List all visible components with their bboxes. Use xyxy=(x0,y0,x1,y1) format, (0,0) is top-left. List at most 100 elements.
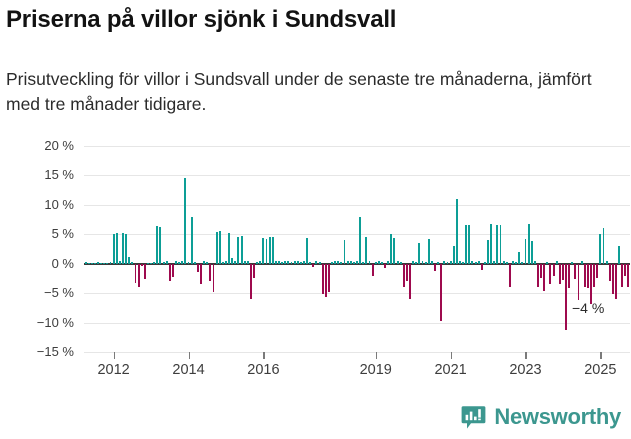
chart-bar xyxy=(427,239,430,264)
chart-bar xyxy=(125,234,128,264)
chart-bar xyxy=(452,246,455,264)
gridline xyxy=(84,322,630,324)
chart-bar xyxy=(477,261,480,264)
chart-bar xyxy=(224,261,227,264)
chart-bar xyxy=(627,263,630,288)
chart-bar xyxy=(605,261,608,264)
chart-bar xyxy=(234,260,237,264)
chart-bar xyxy=(321,263,324,295)
chart-bar xyxy=(446,261,449,264)
chart-bar xyxy=(109,261,112,264)
chart-bar xyxy=(580,261,583,264)
chart-bar xyxy=(565,263,567,330)
chart-bar xyxy=(190,216,193,264)
chart-bar xyxy=(340,261,343,264)
chart-bar xyxy=(137,263,140,288)
chart-bar xyxy=(596,263,599,278)
chart-bar xyxy=(262,238,265,264)
chart-bar xyxy=(349,261,352,264)
chart-bar xyxy=(259,261,262,264)
zero-axis-line xyxy=(84,262,630,265)
gridline xyxy=(84,204,630,206)
chart-bar xyxy=(412,261,415,264)
chart-bar xyxy=(302,261,305,264)
chart-bar xyxy=(306,237,309,264)
x-axis-tick-label: 2016 xyxy=(247,362,280,378)
chart-bar xyxy=(156,226,159,264)
chart-bar xyxy=(418,243,421,264)
chart-bar xyxy=(299,261,302,264)
chart-bar xyxy=(181,261,184,264)
chart-bar xyxy=(611,263,614,295)
chart-bar xyxy=(561,263,564,281)
chart-bar xyxy=(165,261,168,264)
chart-bar xyxy=(568,263,571,289)
chart-bar xyxy=(200,263,202,285)
x-axis-tick xyxy=(113,352,116,359)
chart-bar xyxy=(118,261,121,264)
chart-bar xyxy=(278,261,280,264)
x-axis-tick-label: 2025 xyxy=(584,362,617,378)
chart-bar xyxy=(424,261,427,264)
chart-bar xyxy=(237,237,240,264)
logo-wordmark: Newsworthy xyxy=(494,404,621,429)
chart-bar xyxy=(608,263,611,282)
chart-bar xyxy=(449,261,452,264)
chart-bar xyxy=(122,233,124,264)
chart-bar xyxy=(143,263,146,280)
chart-bar xyxy=(393,238,396,264)
y-axis-tick-label: 0 % xyxy=(51,255,74,271)
chart-bar xyxy=(443,261,446,264)
x-axis-tick-label: 2021 xyxy=(434,362,467,378)
gridline xyxy=(84,352,630,353)
y-axis-tick-label: −5 % xyxy=(44,285,74,301)
chart-bar xyxy=(356,261,358,264)
chart-bar xyxy=(543,263,546,291)
x-axis-tick xyxy=(263,352,265,359)
chart-bar xyxy=(268,236,271,264)
chart-bar xyxy=(231,257,234,264)
chart-bar xyxy=(331,261,333,264)
gridline xyxy=(84,234,630,236)
chart-bar xyxy=(228,233,231,264)
gridline xyxy=(84,293,630,295)
chart-bar xyxy=(621,263,624,288)
chart-bar xyxy=(93,262,96,264)
chart-bar xyxy=(374,261,377,264)
chart-bar xyxy=(243,260,246,264)
chart-bar xyxy=(115,233,118,264)
page-title: Priserna på villor sjönk i Sundsvall xyxy=(6,6,397,33)
chart-bar xyxy=(296,260,299,264)
chart-bar xyxy=(599,234,602,264)
chart-bar xyxy=(187,261,190,264)
chart-bar xyxy=(327,263,330,292)
chart-bar xyxy=(221,261,224,264)
chart-bar xyxy=(421,261,424,264)
chart-bar xyxy=(586,263,589,289)
x-axis-tick-label: 2012 xyxy=(97,362,130,378)
x-axis-tick-label: 2023 xyxy=(509,362,542,378)
chart-bar xyxy=(246,261,249,264)
chart-bar xyxy=(614,263,617,300)
chart-bar xyxy=(128,256,131,264)
chart-bar xyxy=(265,239,268,264)
chart-bar xyxy=(434,263,436,271)
chart-bar xyxy=(527,223,530,264)
chart-bar xyxy=(215,231,218,264)
chart-bar xyxy=(103,262,106,264)
chart-bar xyxy=(618,246,621,264)
chart-bar xyxy=(253,263,255,279)
chart-bar xyxy=(140,263,143,267)
chart-bar xyxy=(196,263,199,272)
chart-bar xyxy=(536,263,539,288)
chart-bar xyxy=(377,261,380,264)
chart-bar xyxy=(405,263,408,282)
chart-bar xyxy=(571,261,574,264)
chart-bar xyxy=(624,263,627,276)
chart-bar xyxy=(337,261,340,264)
chart-bar xyxy=(359,216,362,264)
x-axis-tick xyxy=(375,352,378,359)
chart-bar xyxy=(549,263,552,285)
chart-bar xyxy=(371,263,374,276)
plot-area xyxy=(84,146,630,352)
